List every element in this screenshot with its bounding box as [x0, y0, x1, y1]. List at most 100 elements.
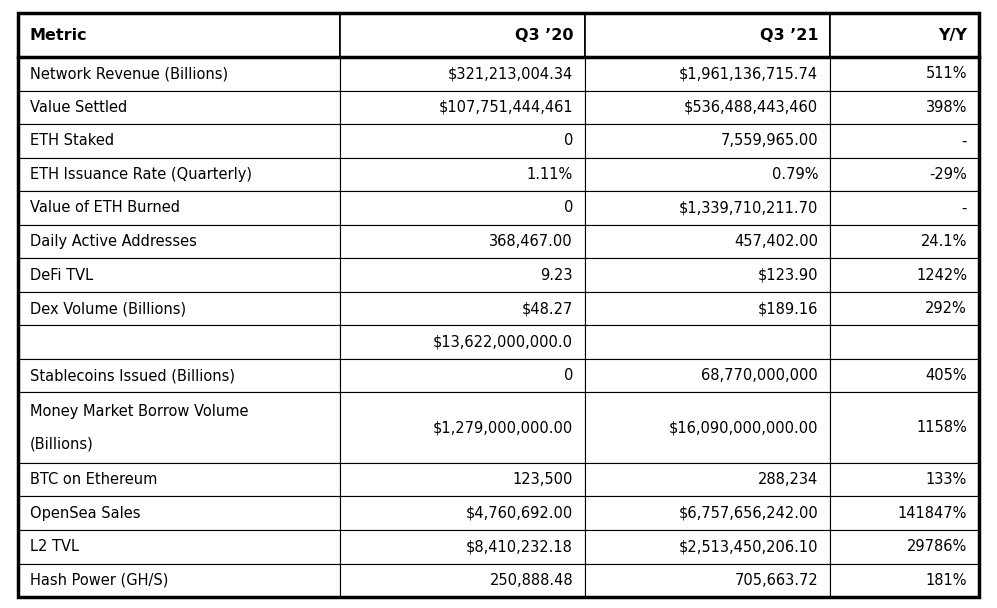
Bar — [18, 258, 340, 292]
Text: 1.11%: 1.11% — [526, 167, 573, 182]
Text: 0.79%: 0.79% — [772, 167, 819, 182]
Bar — [831, 392, 979, 463]
Text: 181%: 181% — [925, 573, 967, 588]
Bar — [340, 496, 585, 530]
Bar — [831, 564, 979, 597]
Bar — [831, 13, 979, 57]
Bar — [831, 57, 979, 91]
Bar — [585, 258, 831, 292]
Bar — [340, 91, 585, 124]
Text: 141847%: 141847% — [897, 506, 967, 520]
Text: $13,622,000,000.0: $13,622,000,000.0 — [433, 334, 573, 350]
Text: $1,279,000,000.00: $1,279,000,000.00 — [433, 420, 573, 435]
Bar — [831, 292, 979, 325]
Text: ETH Staked: ETH Staked — [30, 133, 114, 148]
Bar — [18, 530, 340, 564]
Bar — [18, 564, 340, 597]
Bar — [340, 57, 585, 91]
Text: $2,513,450,206.10: $2,513,450,206.10 — [679, 539, 819, 554]
Bar — [340, 564, 585, 597]
Bar — [340, 325, 585, 359]
Bar — [585, 496, 831, 530]
Bar — [18, 91, 340, 124]
Bar — [831, 530, 979, 564]
Text: 368,467.00: 368,467.00 — [490, 234, 573, 249]
Bar — [585, 359, 831, 392]
Bar — [18, 225, 340, 258]
Bar — [18, 124, 340, 157]
Bar — [585, 564, 831, 597]
Text: Q3 ’20: Q3 ’20 — [514, 28, 573, 43]
Text: (Billions): (Billions) — [30, 437, 94, 451]
Bar — [340, 124, 585, 157]
Bar — [18, 463, 340, 496]
Text: 0: 0 — [563, 201, 573, 215]
Text: 288,234: 288,234 — [758, 472, 819, 487]
Bar — [831, 258, 979, 292]
Bar — [585, 157, 831, 191]
Text: Dex Volume (Billions): Dex Volume (Billions) — [30, 301, 186, 316]
Bar — [340, 191, 585, 225]
Text: $321,213,004.34: $321,213,004.34 — [448, 66, 573, 81]
Bar — [831, 157, 979, 191]
Bar — [585, 191, 831, 225]
Text: 250,888.48: 250,888.48 — [490, 573, 573, 588]
Text: $16,090,000,000.00: $16,090,000,000.00 — [669, 420, 819, 435]
Text: -: - — [962, 133, 967, 148]
Bar — [585, 325, 831, 359]
Bar — [585, 91, 831, 124]
Bar — [340, 225, 585, 258]
Text: ETH Issuance Rate (Quarterly): ETH Issuance Rate (Quarterly) — [30, 167, 252, 182]
Text: $4,760,692.00: $4,760,692.00 — [466, 506, 573, 520]
Bar — [585, 13, 831, 57]
Text: 292%: 292% — [925, 301, 967, 316]
Bar — [585, 225, 831, 258]
Text: Value of ETH Burned: Value of ETH Burned — [30, 201, 179, 215]
Text: $48.27: $48.27 — [521, 301, 573, 316]
Bar — [585, 530, 831, 564]
Text: Network Revenue (Billions): Network Revenue (Billions) — [30, 66, 228, 81]
Bar — [340, 530, 585, 564]
Text: OpenSea Sales: OpenSea Sales — [30, 506, 141, 520]
Text: $536,488,443,460: $536,488,443,460 — [684, 100, 819, 115]
Bar — [340, 157, 585, 191]
Text: 511%: 511% — [925, 66, 967, 81]
Bar — [831, 91, 979, 124]
Text: $189.16: $189.16 — [758, 301, 819, 316]
Bar — [831, 359, 979, 392]
Text: 68,770,000,000: 68,770,000,000 — [701, 368, 819, 383]
Text: Y/Y: Y/Y — [938, 28, 967, 43]
Text: 0: 0 — [563, 133, 573, 148]
Text: Metric: Metric — [30, 28, 88, 43]
Bar — [585, 463, 831, 496]
Bar — [831, 496, 979, 530]
Text: L2 TVL: L2 TVL — [30, 539, 79, 554]
Text: 24.1%: 24.1% — [920, 234, 967, 249]
Text: $8,410,232.18: $8,410,232.18 — [467, 539, 573, 554]
Bar — [18, 191, 340, 225]
Bar — [18, 359, 340, 392]
Bar — [831, 225, 979, 258]
Text: 1158%: 1158% — [916, 420, 967, 435]
Bar — [340, 13, 585, 57]
Text: $6,757,656,242.00: $6,757,656,242.00 — [678, 506, 819, 520]
Text: Q3 ’21: Q3 ’21 — [760, 28, 819, 43]
Text: DeFi TVL: DeFi TVL — [30, 268, 93, 283]
Text: Daily Active Addresses: Daily Active Addresses — [30, 234, 196, 249]
Text: $107,751,444,461: $107,751,444,461 — [439, 100, 573, 115]
Bar — [831, 325, 979, 359]
Bar — [18, 496, 340, 530]
Bar — [585, 124, 831, 157]
Text: 29786%: 29786% — [907, 539, 967, 554]
Bar — [340, 258, 585, 292]
Bar — [585, 57, 831, 91]
Text: 405%: 405% — [925, 368, 967, 383]
Text: 9.23: 9.23 — [540, 268, 573, 283]
Text: -: - — [962, 201, 967, 215]
Bar — [831, 124, 979, 157]
Text: $1,339,710,211.70: $1,339,710,211.70 — [679, 201, 819, 215]
Text: -29%: -29% — [929, 167, 967, 182]
Bar — [18, 157, 340, 191]
Bar — [831, 191, 979, 225]
Text: 7,559,965.00: 7,559,965.00 — [721, 133, 819, 148]
